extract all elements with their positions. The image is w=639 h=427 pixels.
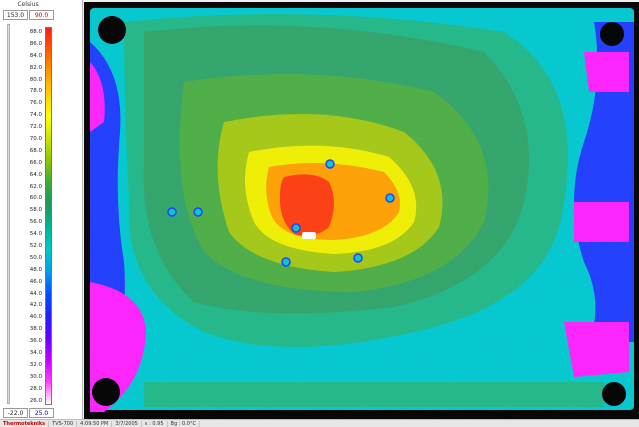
- scale-tick-label: 60.0: [29, 195, 42, 202]
- model-label: TVS-700: [49, 420, 78, 427]
- scale-level-slider[interactable]: [7, 24, 10, 404]
- scale-tick-label: 78.0: [29, 88, 42, 95]
- scale-tick-label: 38.0: [29, 326, 42, 333]
- scale-tick-label: 32.0: [29, 361, 42, 368]
- scale-tick-label: 74.0: [29, 112, 42, 119]
- scale-tick-label: 36.0: [29, 338, 42, 345]
- scale-tick-label: 48.0: [29, 266, 42, 273]
- thermal-image: [84, 2, 639, 419]
- brand-label: Thermotekniks: [0, 420, 50, 427]
- scale-tick-label: 62.0: [29, 183, 42, 190]
- color-scale-panel: Celsius 153.0 90.0 88.0 86.0 84.0 82.0 80.0 7…: [0, 0, 83, 419]
- display-max-input[interactable]: 90.0: [29, 10, 54, 20]
- scale-tick-label: 30.0: [29, 373, 42, 380]
- scale-tick-label: 44.0: [29, 290, 42, 297]
- scale-tick-label: 64.0: [29, 171, 42, 178]
- scale-tick-label: 72.0: [29, 124, 42, 131]
- scale-tick-label: 58.0: [29, 207, 42, 214]
- range-min-input[interactable]: -22.0: [3, 408, 28, 418]
- status-bar: Thermotekniks TVS-700 4:09:50 PM 3/7/200…: [0, 419, 639, 427]
- scale-tick-label: 46.0: [29, 278, 42, 285]
- scale-tick-label: 40.0: [29, 314, 42, 321]
- scale-tick-label: 34.0: [29, 350, 42, 357]
- scale-tick-label: 88.0: [29, 29, 42, 35]
- background-temp-label: Bg : 0.0°C: [168, 420, 200, 427]
- scale-tick-label: 76.0: [29, 100, 42, 107]
- color-gradient-bar: [45, 27, 52, 405]
- scale-tick-label: 56.0: [29, 219, 42, 226]
- display-min-input[interactable]: 25.0: [29, 408, 54, 418]
- sensor-noise: [84, 2, 639, 419]
- scale-tick-label: 52.0: [29, 243, 42, 250]
- scale-tick-label: 28.0: [29, 385, 42, 392]
- scale-tick-label: 84.0: [29, 52, 42, 59]
- scale-tick-label: 66.0: [29, 159, 42, 166]
- scale-tick-label: 70.0: [29, 136, 42, 143]
- scale-tick-label: 42.0: [29, 302, 42, 309]
- emissivity-label: ε : 0.95: [142, 420, 168, 427]
- scale-tick-label: 26.0: [29, 397, 42, 404]
- scale-tick-label: 82.0: [29, 64, 42, 71]
- date-label: 3/7/2005: [112, 420, 142, 427]
- scale-tick-label: 54.0: [29, 231, 42, 238]
- range-max-input[interactable]: 153.0: [3, 10, 28, 20]
- scale-unit-label: Celsius: [17, 1, 39, 8]
- scale-tick-labels: 88.0 86.0 84.0 82.0 80.0 78.0 76.0 74.0 72.0 70.0…: [18, 29, 42, 404]
- scale-tick-label: 68.0: [29, 147, 42, 154]
- scale-tick-label: 80.0: [29, 76, 42, 83]
- thermal-image-view[interactable]: [84, 2, 639, 419]
- scale-tick-label: 50.0: [29, 254, 42, 261]
- time-label: 4:09:50 PM: [77, 420, 113, 427]
- scale-tick-label: 86.0: [29, 40, 42, 47]
